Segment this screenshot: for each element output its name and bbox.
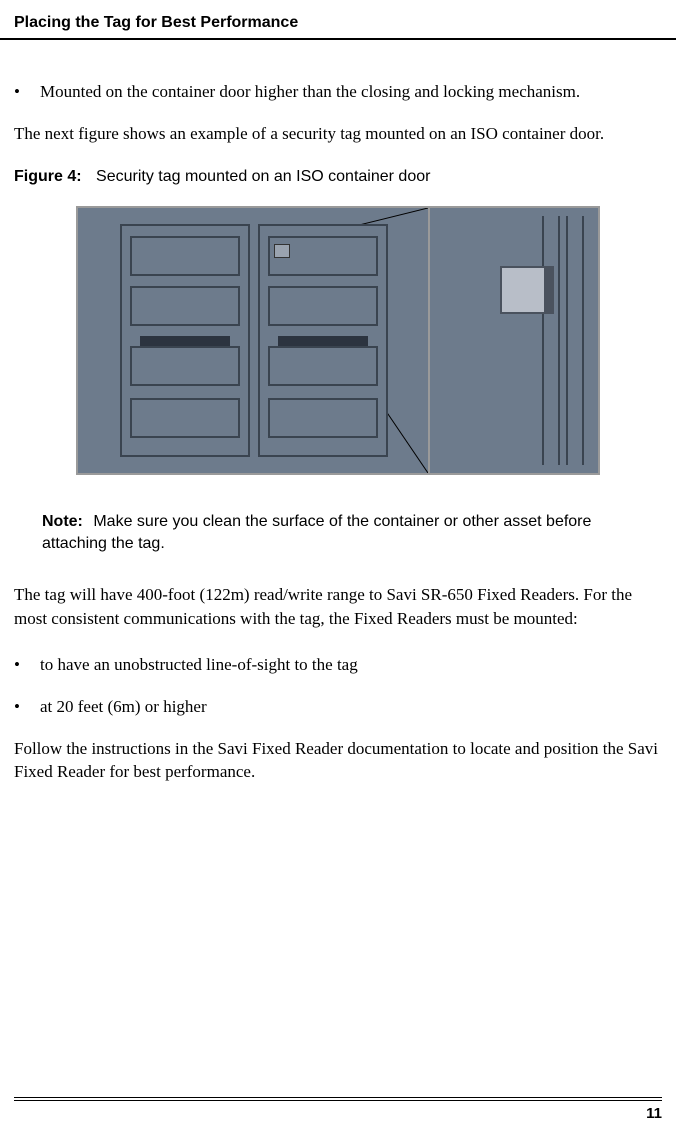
- figure-caption-text: Security tag mounted on an ISO container…: [96, 168, 430, 185]
- zoom-pane: [438, 216, 590, 465]
- paragraph-2: The tag will have 400-foot (122m) read/w…: [14, 583, 662, 631]
- figure-label: Figure 4:: [14, 168, 82, 185]
- bullet-marker: •: [14, 80, 40, 104]
- door-rib: [130, 346, 240, 386]
- header-rule: [0, 39, 676, 40]
- door-rib: [268, 286, 378, 326]
- bullet-marker: •: [14, 695, 40, 719]
- lock-bar: [140, 336, 230, 346]
- door-rib: [268, 398, 378, 438]
- paragraph-3: Follow the instructions in the Savi Fixe…: [14, 737, 662, 785]
- security-tag-large: [500, 266, 554, 314]
- bullet-text: to have an unobstructed line-of-sight to…: [40, 653, 358, 677]
- door-rail: [542, 216, 560, 465]
- door-rib: [268, 346, 378, 386]
- figure-container: [14, 206, 662, 475]
- door-rail: [566, 216, 584, 465]
- figure-frame: [76, 206, 600, 475]
- lock-bar: [278, 336, 368, 346]
- bullet-item: • to have an unobstructed line-of-sight …: [14, 653, 662, 677]
- door-rib: [130, 236, 240, 276]
- bullet-text: Mounted on the container door higher tha…: [40, 80, 580, 104]
- container-door-left: [120, 224, 250, 457]
- figure-caption: Figure 4: Security tag mounted on an ISO…: [14, 168, 662, 186]
- bullet-item: • Mounted on the container door higher t…: [14, 80, 662, 104]
- bullet-item: • at 20 feet (6m) or higher: [14, 695, 662, 719]
- bullet-marker: •: [14, 653, 40, 677]
- note-label: Note:: [42, 513, 83, 530]
- page-header-title: Placing the Tag for Best Performance: [0, 0, 676, 39]
- note-block: Note: Make sure you clean the surface of…: [14, 511, 662, 556]
- door-rib: [130, 286, 240, 326]
- security-tag-small: [274, 244, 290, 258]
- page-number: 11: [14, 1100, 662, 1122]
- page-footer: 11: [14, 1097, 662, 1122]
- figure-zoom-view: [428, 208, 598, 473]
- door-rib: [130, 398, 240, 438]
- figure-wide-view: [78, 208, 428, 473]
- note-text: Note: Make sure you clean the surface of…: [42, 511, 634, 556]
- page-content: • Mounted on the container door higher t…: [0, 80, 676, 784]
- note-body: Make sure you clean the surface of the c…: [42, 513, 591, 552]
- bullet-text: at 20 feet (6m) or higher: [40, 695, 207, 719]
- intro-paragraph: The next figure shows an example of a se…: [14, 122, 662, 146]
- container-door-right: [258, 224, 388, 457]
